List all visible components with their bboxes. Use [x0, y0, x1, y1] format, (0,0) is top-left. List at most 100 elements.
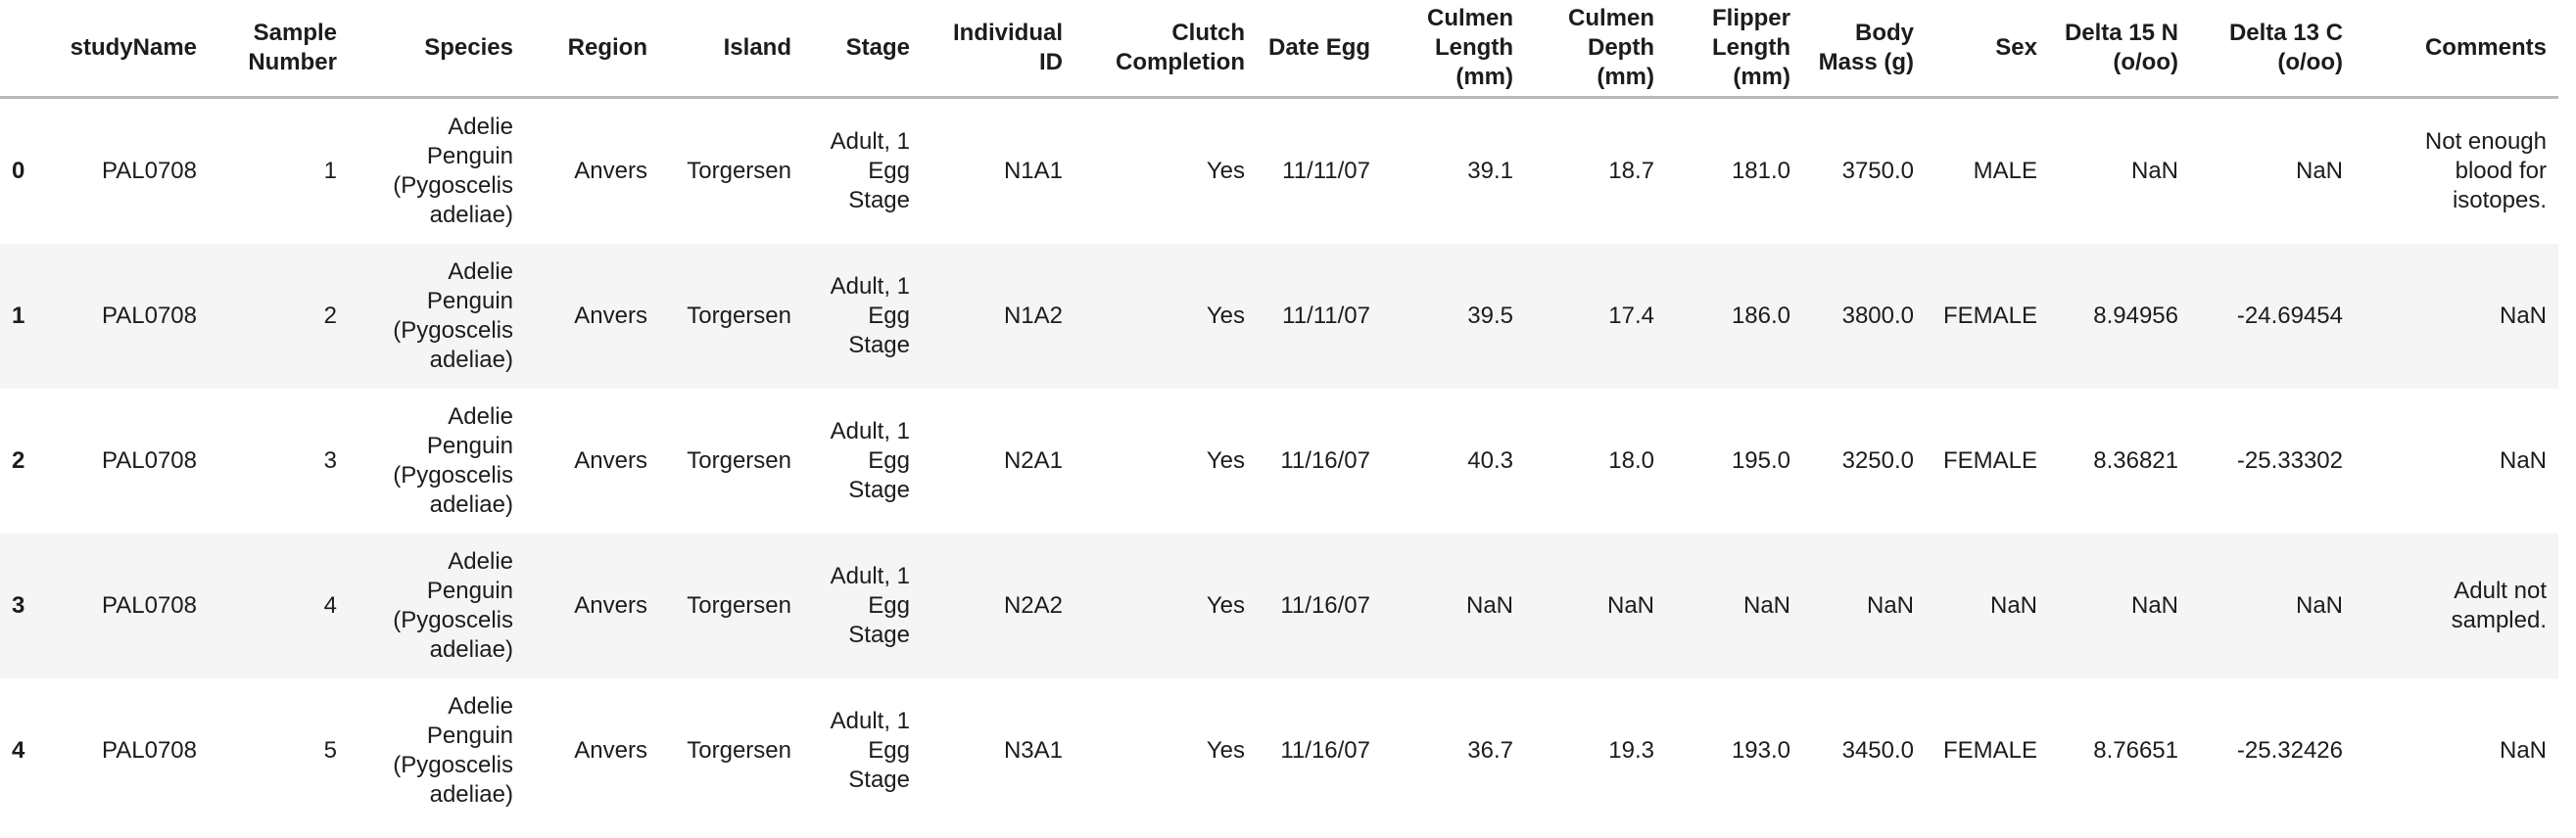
table-cell-date-egg: 11/16/07 [1280, 592, 1370, 619]
table-cell-delta-15-n-o-oo: NaN [2130, 592, 2178, 619]
table-cell-flipper-length-mm: 193.0 [1731, 737, 1790, 764]
table-cell-comments: NaN [2499, 447, 2547, 474]
table-cell-island: Torgersen [687, 447, 791, 474]
table-cell-date-egg: 11/11/07 [1282, 303, 1370, 329]
table-cell-delta-15-n-o-oo: 8.36821 [2093, 447, 2178, 474]
column-header-flipper-length-mm: Flipper Length (mm) [1666, 0, 1802, 99]
row-index: 4 [12, 737, 25, 764]
table-cell-body-mass-g: 3450.0 [1841, 737, 1914, 764]
column-header-species: Species [349, 0, 525, 99]
column-header-sample-number: Sample Number [209, 0, 349, 99]
row-index: 2 [12, 447, 25, 474]
table-cell-clutch-completion: Yes [1206, 158, 1245, 184]
table-cell-culmen-depth-mm: 18.0 [1608, 447, 1654, 474]
table-cell-stage: Adult, 1 Egg Stage [830, 418, 910, 503]
column-header-individual-id: Individual ID [922, 0, 1074, 99]
table-cell-culmen-length-mm: 36.7 [1467, 737, 1513, 764]
table-cell-clutch-completion: Yes [1206, 303, 1245, 329]
table-cell-delta-13-c-o-oo: -25.33302 [2236, 447, 2343, 474]
table-cell-culmen-length-mm: 40.3 [1467, 447, 1513, 474]
table-cell-flipper-length-mm: NaN [1742, 592, 1790, 619]
table-cell-delta-15-n-o-oo: 8.94956 [2093, 303, 2178, 329]
table-cell-clutch-completion: Yes [1206, 737, 1245, 764]
table-cell-stage: Adult, 1 Egg Stage [830, 708, 910, 793]
table-cell-sex: MALE [1973, 158, 2037, 184]
table-cell-delta-13-c-o-oo: -24.69454 [2236, 303, 2343, 329]
row-index: 3 [12, 592, 25, 619]
table-cell-island: Torgersen [687, 158, 791, 184]
table-cell-region: Anvers [574, 158, 647, 184]
table-cell-sex: FEMALE [1942, 447, 2037, 474]
table-cell-sample-number: 4 [323, 592, 337, 619]
table-cell-delta-13-c-o-oo: NaN [2295, 592, 2343, 619]
column-header-studyname: studyName [49, 0, 209, 99]
table-cell-sex: NaN [1989, 592, 2037, 619]
table-cell-region: Anvers [574, 592, 647, 619]
table-cell-studyname: PAL0708 [102, 737, 197, 764]
table-cell-culmen-depth-mm: NaN [1606, 592, 1654, 619]
table-cell-culmen-length-mm: NaN [1465, 592, 1513, 619]
table-cell-studyname: PAL0708 [102, 592, 197, 619]
table-cell-species: Adelie Penguin (Pygoscelis adeliae) [393, 403, 513, 518]
table-cell-body-mass-g: 3750.0 [1841, 158, 1914, 184]
table-cell-island: Torgersen [687, 592, 791, 619]
column-header-body-mass-g: Body Mass (g) [1802, 0, 1926, 99]
column-header-culmen-depth-mm: Culmen Depth (mm) [1525, 0, 1666, 99]
table-cell-flipper-length-mm: 186.0 [1731, 303, 1790, 329]
table-cell-species: Adelie Penguin (Pygoscelis adeliae) [393, 693, 513, 808]
table-row: 4 PAL0708 5 Adelie Penguin (Pygoscelis adel… [0, 678, 2558, 823]
table-cell-culmen-depth-mm: 19.3 [1608, 737, 1654, 764]
table-cell-stage: Adult, 1 Egg Stage [830, 273, 910, 358]
column-header-stage: Stage [803, 0, 922, 99]
row-index: 1 [12, 303, 25, 329]
table-cell-body-mass-g: 3800.0 [1841, 303, 1914, 329]
table-cell-date-egg: 11/11/07 [1282, 158, 1370, 184]
column-header-delta-15-n-o-oo: Delta 15 N (o/oo) [2049, 0, 2190, 99]
table-cell-culmen-depth-mm: 17.4 [1608, 303, 1654, 329]
table-cell-region: Anvers [574, 737, 647, 764]
index-column-header [0, 0, 49, 99]
row-index: 0 [12, 158, 25, 184]
table-cell-island: Torgersen [687, 303, 791, 329]
table-cell-studyname: PAL0708 [102, 447, 197, 474]
table-cell-studyname: PAL0708 [102, 158, 197, 184]
table-cell-flipper-length-mm: 181.0 [1731, 158, 1790, 184]
table-cell-island: Torgersen [687, 737, 791, 764]
table-cell-individual-id: N2A1 [1003, 447, 1063, 474]
table-cell-stage: Adult, 1 Egg Stage [830, 128, 910, 213]
table-cell-date-egg: 11/16/07 [1280, 447, 1370, 474]
table-cell-culmen-depth-mm: 18.7 [1608, 158, 1654, 184]
penguins-dataframe-table: studyName Sample Number Species Region Islan… [0, 0, 2558, 823]
table-cell-comments: Adult not sampled. [2451, 578, 2547, 633]
table-row: 1 PAL0708 2 Adelie Penguin (Pygoscelis adel… [0, 244, 2558, 389]
table-row: 3 PAL0708 4 Adelie Penguin (Pygoscelis adel… [0, 534, 2558, 678]
table-cell-comments: Not enough blood for isotopes. [2424, 128, 2547, 213]
table-cell-sample-number: 3 [323, 447, 337, 474]
column-header-delta-13-c-o-oo: Delta 13 C (o/oo) [2190, 0, 2355, 99]
table-cell-stage: Adult, 1 Egg Stage [830, 563, 910, 648]
table-cell-region: Anvers [574, 447, 647, 474]
column-header-island: Island [659, 0, 803, 99]
table-cell-sample-number: 1 [323, 158, 337, 184]
table-cell-species: Adelie Penguin (Pygoscelis adeliae) [393, 258, 513, 373]
table-cell-culmen-length-mm: 39.5 [1467, 303, 1513, 329]
table-header-row: studyName Sample Number Species Region Islan… [0, 0, 2558, 99]
table-cell-species: Adelie Penguin (Pygoscelis adeliae) [393, 114, 513, 228]
column-header-comments: Comments [2355, 0, 2558, 99]
column-header-clutch-completion: Clutch Completion [1074, 0, 1257, 99]
table-cell-individual-id: N3A1 [1003, 737, 1063, 764]
table-cell-comments: NaN [2499, 737, 2547, 764]
table-cell-delta-15-n-o-oo: NaN [2130, 158, 2178, 184]
table-cell-comments: NaN [2499, 303, 2547, 329]
table-cell-delta-13-c-o-oo: -25.32426 [2236, 737, 2343, 764]
table-cell-individual-id: N1A2 [1003, 303, 1063, 329]
table-cell-body-mass-g: 3250.0 [1841, 447, 1914, 474]
table-cell-date-egg: 11/16/07 [1280, 737, 1370, 764]
table-cell-individual-id: N1A1 [1003, 158, 1063, 184]
table-cell-clutch-completion: Yes [1206, 447, 1245, 474]
table-row: 0 PAL0708 1 Adelie Penguin (Pygoscelis adel… [0, 98, 2558, 245]
table-cell-species: Adelie Penguin (Pygoscelis adeliae) [393, 548, 513, 663]
column-header-culmen-length-mm: Culmen Length (mm) [1382, 0, 1525, 99]
table-cell-sex: FEMALE [1942, 303, 2037, 329]
